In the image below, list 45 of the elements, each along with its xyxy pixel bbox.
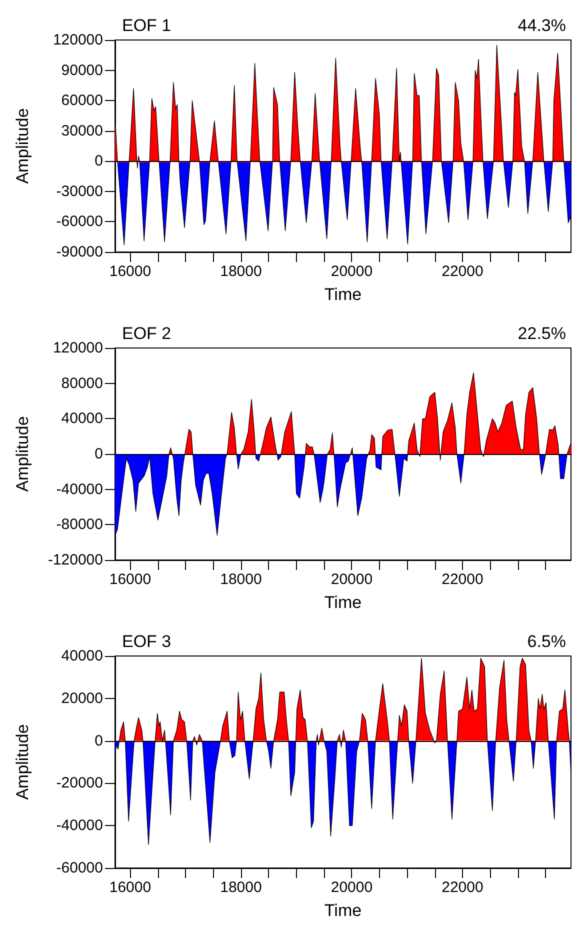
y-tick-label: 120000: [52, 340, 103, 356]
y-tick-label: 0: [94, 152, 103, 170]
chart-title: EOF 3: [122, 632, 172, 651]
y-tick-label: 80000: [61, 374, 103, 392]
y-tick-label: -120000: [48, 552, 103, 568]
y-tick-label: 0: [94, 732, 103, 750]
x-tick-label: 20000: [330, 879, 373, 896]
chart-subtitle: 6.5%: [527, 632, 566, 651]
x-tick-label: 18000: [220, 263, 262, 280]
x-tick-label: 16000: [109, 571, 152, 588]
y-tick-label: 30000: [61, 122, 103, 140]
x-tick-label: 20000: [330, 571, 373, 588]
x-tick-label: 20000: [330, 263, 373, 280]
y-tick-label: -40000: [56, 480, 103, 498]
x-tick-label: 16000: [109, 879, 152, 896]
x-tick-label: 18000: [220, 879, 262, 896]
y-tick-label: 90000: [61, 62, 103, 79]
chart-subtitle: 22.5%: [518, 324, 566, 343]
y-tick-label: -40000: [56, 817, 103, 834]
x-tick-label: 22000: [442, 263, 484, 280]
y-tick-label: 0: [94, 446, 103, 462]
y-tick-label: 60000: [61, 92, 103, 110]
y-axis-title: Amplitude: [13, 416, 32, 492]
y-tick-label: 40000: [61, 648, 103, 664]
x-tick-label: 18000: [220, 571, 262, 588]
x-tick-label: 22000: [442, 879, 484, 896]
y-axis-title: Amplitude: [13, 724, 32, 800]
y-tick-label: -30000: [56, 182, 103, 200]
x-axis-title: Time: [324, 593, 362, 612]
y-tick-label: -60000: [56, 213, 103, 230]
chart-subtitle: 44.3%: [518, 16, 566, 35]
x-axis-title: Time: [324, 901, 362, 920]
chart-title: EOF 1: [122, 16, 172, 35]
y-tick-label: -60000: [56, 860, 103, 876]
y-tick-label: -90000: [56, 244, 103, 260]
y-tick-label: -80000: [56, 516, 103, 534]
y-tick-label: 40000: [61, 410, 103, 428]
chart-title: EOF 2: [122, 324, 172, 343]
y-tick-label: -20000: [56, 774, 103, 792]
x-tick-label: 16000: [109, 263, 152, 280]
x-tick-label: 22000: [442, 571, 484, 588]
x-axis-title: Time: [324, 285, 362, 304]
y-tick-label: 120000: [52, 32, 103, 48]
y-axis-title: Amplitude: [13, 108, 32, 184]
y-tick-label: 20000: [61, 690, 103, 707]
